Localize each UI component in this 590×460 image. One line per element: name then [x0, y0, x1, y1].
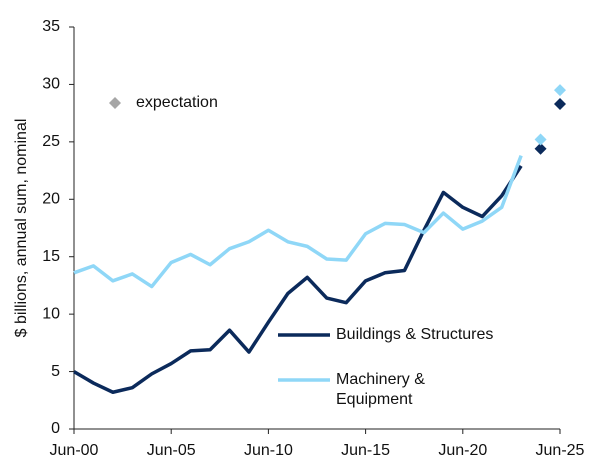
series-line	[73, 165, 523, 394]
x-tick-label: Jun-05	[147, 442, 196, 459]
x-tick-label: Jun-00	[50, 442, 99, 459]
legend-label: Machinery & Equipment	[336, 371, 425, 408]
y-tick-label: 25	[42, 133, 60, 150]
legend-swatch	[109, 97, 121, 109]
y-tick-label: 30	[42, 76, 60, 93]
x-tick-label: Jun-20	[438, 442, 487, 459]
y-tick-label: 5	[51, 363, 60, 380]
x-tick-label: Jun-10	[244, 442, 293, 459]
legend-label: Buildings & Structures	[336, 326, 494, 343]
legend-label: expectation	[136, 94, 218, 111]
y-tick-label: 0	[51, 420, 60, 437]
y-tick-label: 35	[42, 18, 60, 35]
expectation-marker	[554, 84, 566, 97]
expectation-marker	[534, 142, 547, 155]
series-line	[73, 155, 523, 289]
y-tick-label: 20	[42, 191, 60, 208]
y-tick-label: 15	[42, 248, 60, 265]
x-tick-label: Jun-25	[536, 442, 585, 459]
x-tick-label: Jun-15	[341, 442, 390, 459]
y-tick-label: 10	[42, 305, 60, 322]
y-axis-label: $ billions, annual sum, nominal	[13, 119, 30, 338]
expectation-marker	[554, 97, 566, 110]
expectation-marker	[534, 133, 547, 146]
